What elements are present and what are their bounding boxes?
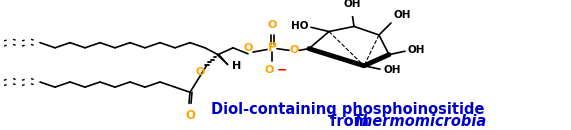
Polygon shape [217,55,228,65]
Text: O: O [185,109,195,122]
Text: O: O [243,43,253,53]
Text: OH: OH [394,10,412,20]
Text: −: − [277,63,288,76]
Text: Thermomicrobia: Thermomicrobia [352,114,486,129]
Text: OH: OH [408,45,425,55]
Text: from: from [330,114,379,129]
Text: O: O [267,20,277,30]
Text: Diol-containing phosphoinositide: Diol-containing phosphoinositide [211,102,485,117]
Text: OH: OH [343,0,361,9]
Text: O: O [289,45,299,55]
Text: OH: OH [383,65,400,75]
Text: P: P [267,41,276,54]
Text: O: O [195,67,204,77]
Text: HO: HO [292,21,309,31]
Text: H: H [232,61,242,71]
Text: O: O [264,65,274,75]
